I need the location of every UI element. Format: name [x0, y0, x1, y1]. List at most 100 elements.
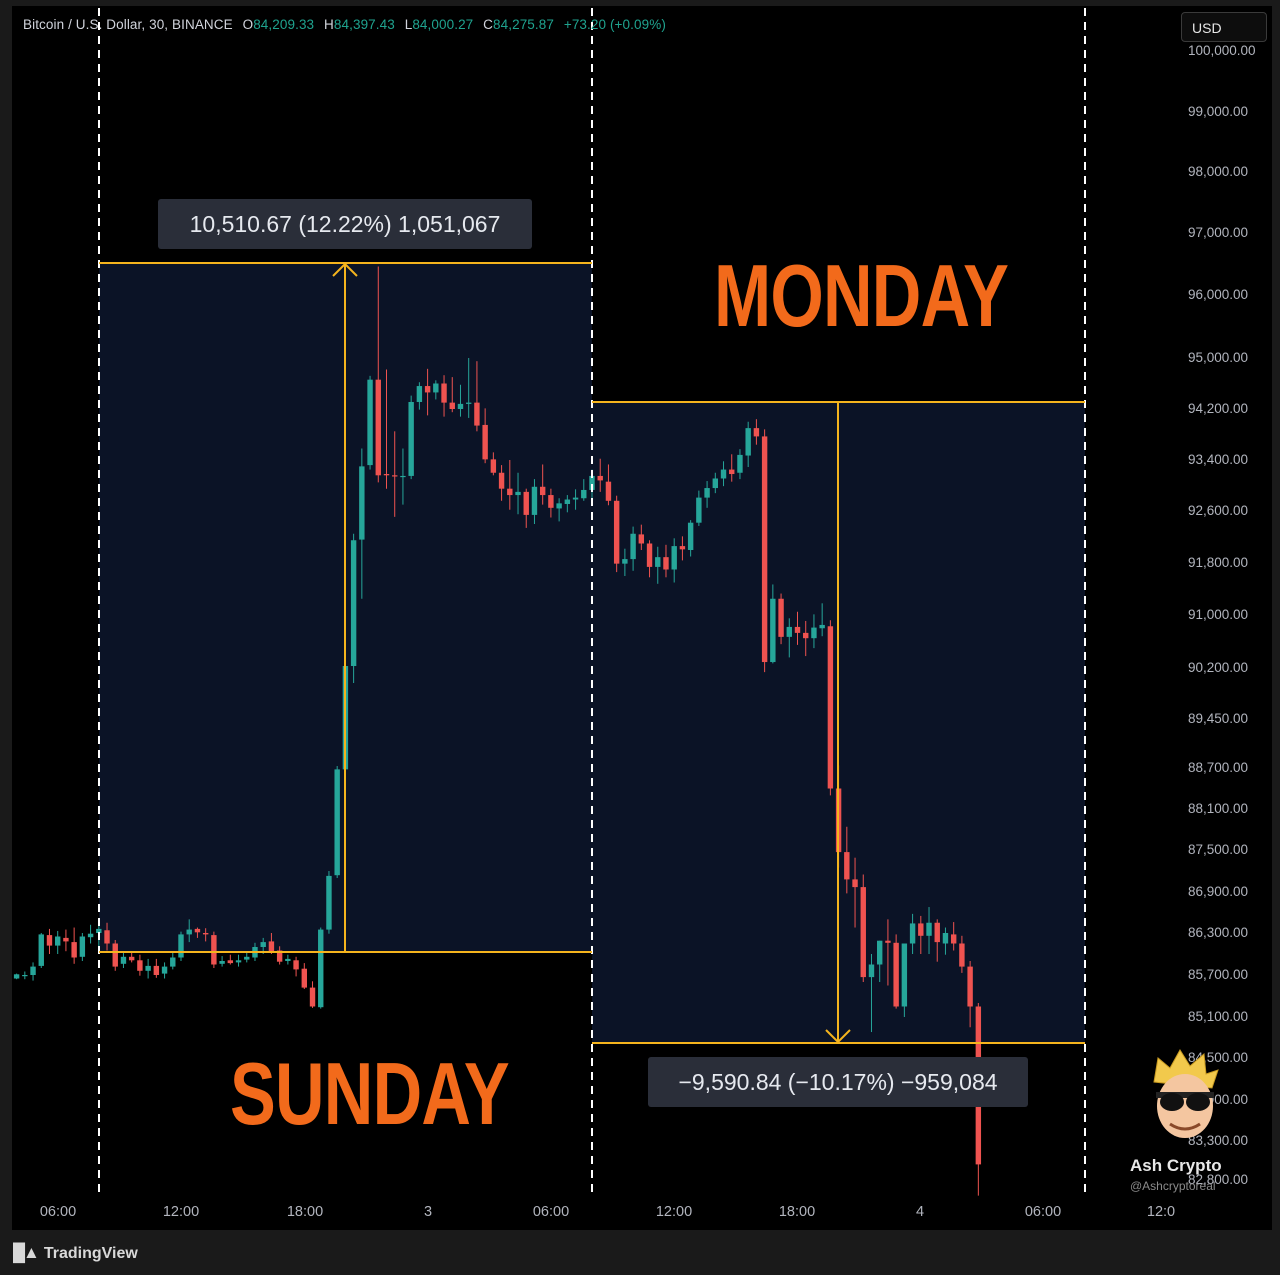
time-tick: 3 [423, 1204, 433, 1220]
candle-up [13, 974, 20, 979]
candle-up [55, 936, 61, 946]
candle-down [918, 923, 924, 936]
candle-down [959, 943, 965, 967]
candle-up [819, 624, 825, 629]
candle-up [244, 956, 250, 960]
candle-up [630, 533, 636, 560]
price-tick: 99,000.00 [1188, 104, 1249, 119]
candle-up [285, 958, 291, 961]
footer-bar [0, 1234, 1280, 1275]
candle-down [885, 940, 891, 943]
price-tick: 93,400.00 [1188, 452, 1249, 467]
candle-up [38, 934, 44, 966]
candle-down [490, 459, 497, 473]
price-tick: 83,300.00 [1188, 1133, 1249, 1148]
symbol-name: Bitcoin / U.S. Dollar, 30, BINANCE [23, 17, 233, 32]
candle-down [827, 626, 834, 789]
arrow-up-head [332, 262, 358, 277]
candle-up [704, 488, 710, 498]
candle-up [770, 598, 776, 663]
price-tick: 97,000.00 [1188, 225, 1249, 240]
candle-down [679, 546, 686, 550]
candle-up [687, 522, 694, 550]
watermark-name: Ash Crypto [1130, 1156, 1222, 1175]
price-tick: 100,000.00 [1188, 43, 1256, 58]
candle-up [564, 499, 571, 504]
candle-up [96, 928, 102, 933]
candle-down [194, 928, 201, 933]
candle-up [326, 875, 332, 930]
candle-down [112, 943, 118, 967]
candle-down [893, 942, 899, 1007]
candle-up [622, 559, 628, 564]
candle-up [515, 491, 521, 496]
measure-down-label: −9,590.84 (−10.17%) −959,084 [648, 1057, 1028, 1107]
price-tick: 87,500.00 [1188, 842, 1249, 857]
price-tick: 92,600.00 [1188, 503, 1249, 518]
candle-up [531, 486, 538, 515]
candle-down [844, 852, 850, 880]
candle-up [901, 943, 908, 1007]
low-value: 84,000.27 [412, 17, 474, 32]
candle-up [334, 769, 340, 876]
candle-up [712, 478, 718, 489]
sunday-label: SUNDAY [230, 1044, 510, 1143]
currency-button[interactable]: USD [1181, 12, 1267, 42]
price-tick: 91,800.00 [1188, 555, 1249, 570]
time-tick: 18:00 [778, 1204, 816, 1220]
watermark-handle: @Ashcryptoreal [1130, 1179, 1216, 1193]
time-tick: 06:00 [532, 1204, 570, 1220]
candle-down [482, 424, 488, 460]
candle-down [293, 960, 299, 970]
close-value: 84,275.87 [493, 17, 554, 32]
candle-down [729, 469, 735, 475]
price-tick: 88,700.00 [1188, 760, 1249, 775]
chart-canvas[interactable] [12, 6, 1272, 1230]
candle-up [120, 956, 127, 964]
candle-up [720, 469, 727, 479]
tradingview-logo[interactable]: █▲ TradingView [13, 1243, 138, 1263]
candle-up [367, 379, 373, 466]
candle-up [87, 933, 94, 938]
candle-down [449, 402, 455, 409]
candle-down [63, 937, 69, 942]
candle-up [79, 936, 86, 957]
time-tick: 06:00 [1024, 1204, 1062, 1220]
candle-up [877, 940, 883, 965]
price-tick: 96,000.00 [1188, 287, 1249, 302]
candle-down [523, 491, 529, 515]
time-tick: 12:00 [655, 1204, 693, 1220]
price-tick: 98,000.00 [1188, 164, 1249, 179]
candle-down [227, 960, 234, 964]
candle-down [778, 598, 784, 637]
low-key: L [404, 17, 413, 32]
candle-down [860, 887, 866, 978]
price-tick: 85,100.00 [1188, 1009, 1249, 1024]
price-tick: 86,900.00 [1188, 884, 1249, 899]
candle-down [383, 474, 390, 476]
candle-down [753, 428, 760, 437]
candle-up [786, 626, 792, 637]
candle-up [696, 497, 702, 523]
price-tick: 91,000.00 [1188, 607, 1249, 622]
candle-up [235, 960, 242, 963]
candle-down [375, 379, 381, 476]
candle-up [186, 929, 192, 935]
candle-down [202, 933, 209, 935]
symbol-legend[interactable]: Bitcoin / U.S. Dollar, 30, BINANCE O84,2… [23, 17, 666, 32]
candle-down [441, 383, 447, 403]
candle-down [211, 935, 217, 965]
price-tick: 95,000.00 [1188, 350, 1249, 365]
candle-up [457, 403, 464, 409]
price-tick: 86,300.00 [1188, 925, 1249, 940]
candle-up [416, 386, 423, 402]
candle-up [926, 922, 932, 936]
tradingview-label: TradingView [43, 1245, 138, 1262]
candle-up [556, 503, 562, 509]
time-tick: 12:0 [1146, 1204, 1176, 1220]
candle-up [359, 466, 365, 540]
high-key: H [324, 17, 334, 32]
candle-down [309, 987, 316, 1007]
price-tick: 88,100.00 [1188, 801, 1249, 816]
candle-up [655, 557, 661, 567]
